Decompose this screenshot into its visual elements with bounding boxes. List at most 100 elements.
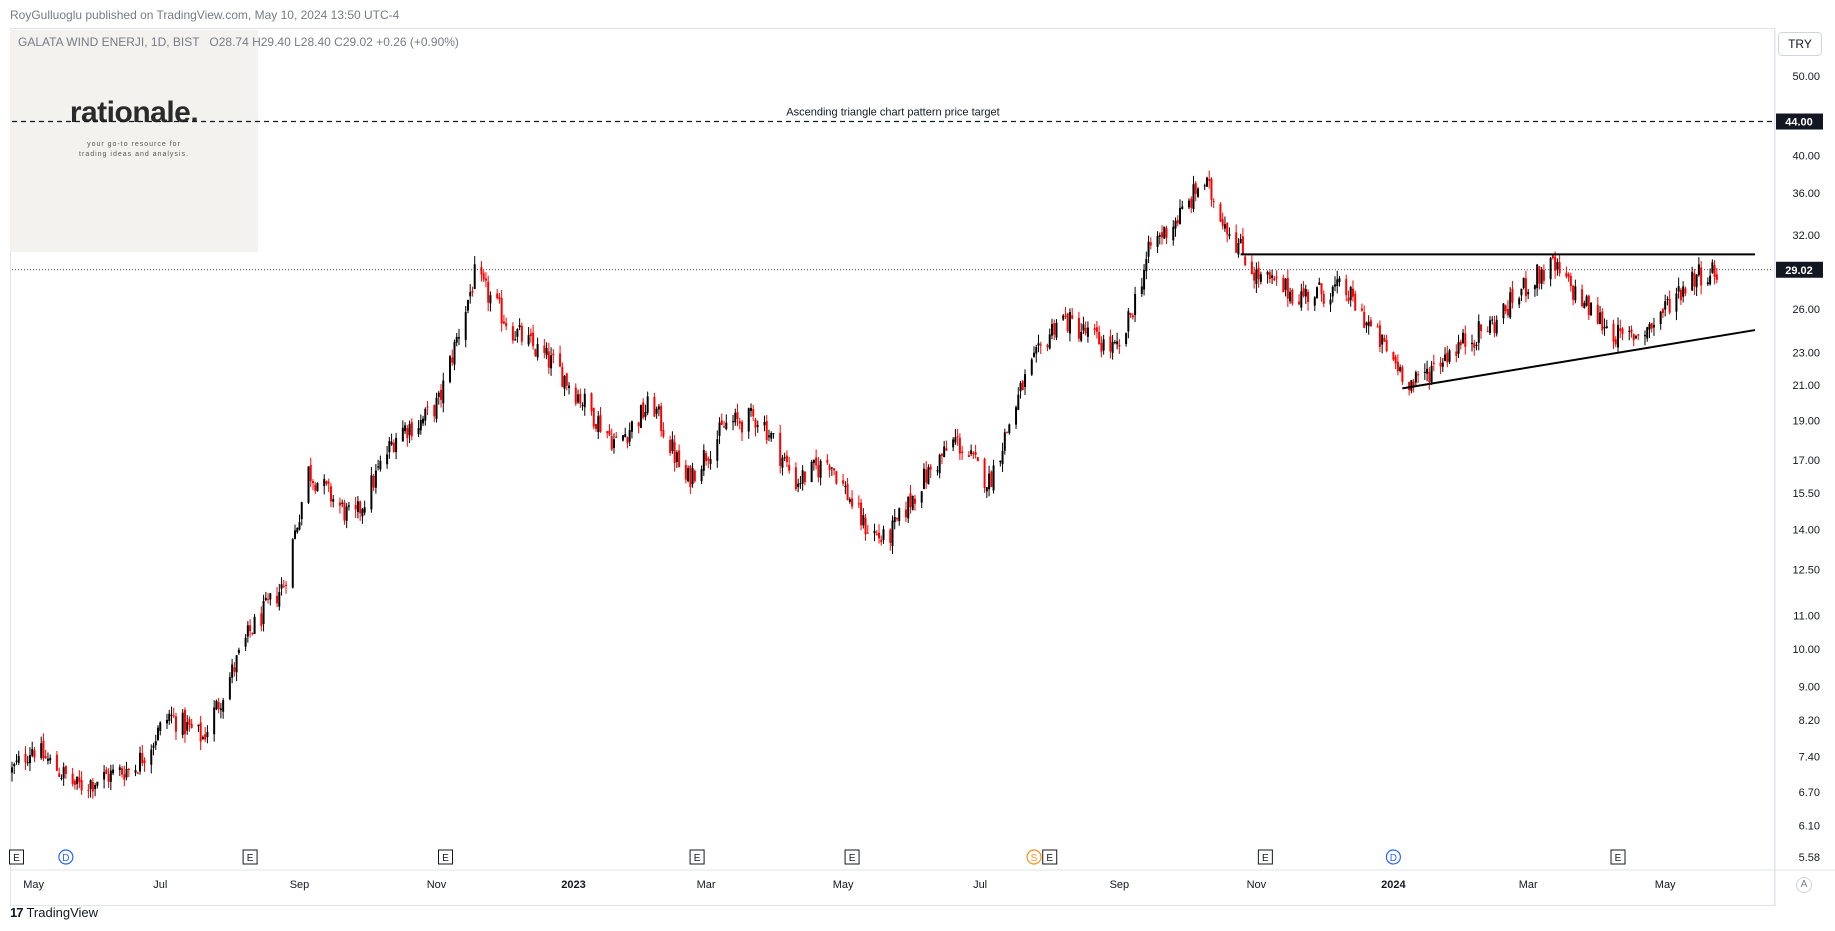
candle-body: [489, 295, 492, 304]
candle-body: [1109, 336, 1112, 352]
candle-body: [341, 502, 344, 504]
candle-body: [608, 430, 611, 435]
candle-body: [31, 748, 34, 756]
candle-body: [410, 422, 413, 437]
candle-body: [882, 529, 885, 540]
candle-body: [579, 393, 582, 404]
candle-body: [911, 495, 914, 510]
candle-body: [417, 428, 420, 435]
candle-body: [1646, 327, 1649, 339]
candle-body: [550, 355, 553, 369]
y-tick-label: 10.00: [1792, 644, 1820, 656]
candle-body: [516, 329, 519, 337]
candle-body: [309, 465, 312, 481]
candle-body: [1394, 356, 1397, 364]
candle-body: [73, 780, 76, 785]
candle-body: [1679, 289, 1682, 301]
candle-body: [237, 649, 240, 654]
candle-body: [1050, 324, 1053, 336]
candle-body: [1634, 336, 1637, 339]
candle-body: [1408, 381, 1411, 391]
candle-body: [298, 522, 301, 530]
candle-body: [1363, 311, 1366, 328]
y-tick-label: 15.50: [1792, 488, 1820, 500]
candle-body: [323, 478, 326, 486]
candle-body: [1165, 228, 1168, 238]
candle-body: [1617, 324, 1620, 348]
candle-body: [992, 465, 995, 491]
candle-body: [136, 772, 139, 774]
candle-body: [374, 470, 377, 488]
candle-body: [1601, 311, 1604, 331]
candle-body: [1596, 304, 1599, 324]
candle-body: [404, 425, 407, 432]
candle-body: [139, 752, 142, 772]
candle-body: [826, 459, 829, 463]
candle-body: [55, 754, 58, 771]
candle-body: [1349, 287, 1352, 301]
candle-body: [1221, 219, 1224, 226]
candle-body: [1464, 333, 1467, 347]
candle-body: [80, 780, 83, 791]
candle-body: [1381, 334, 1384, 345]
target-price-badge-label: 44.00: [1785, 117, 1813, 129]
auto-scale-button[interactable]: A: [1796, 877, 1812, 893]
candle-body: [1333, 284, 1336, 287]
candle-body: [1471, 342, 1474, 345]
candle-body: [1462, 332, 1465, 344]
candle-body: [49, 757, 52, 761]
candle-body: [1255, 269, 1258, 285]
candle-body: [801, 470, 804, 484]
candle-body: [370, 475, 373, 510]
candle-body: [143, 760, 146, 763]
candle-body: [1583, 302, 1586, 308]
candle-body: [880, 539, 883, 543]
candle-body: [1567, 273, 1570, 277]
candle-body: [1652, 324, 1655, 328]
candle-body: [691, 468, 694, 485]
candle-body: [1291, 289, 1294, 304]
candle-body: [590, 393, 593, 412]
candle-body: [1713, 265, 1716, 277]
candle-body: [469, 292, 472, 297]
candle-body: [280, 584, 283, 589]
candle-body: [154, 741, 157, 746]
candle-body: [922, 468, 925, 490]
candle-body: [1628, 330, 1631, 332]
candle-body: [170, 714, 173, 716]
candle-body: [406, 427, 409, 438]
candle-body: [1179, 207, 1182, 225]
candle-body: [1015, 407, 1018, 425]
candle-body: [1693, 273, 1696, 287]
candle-body: [1675, 293, 1678, 312]
candle-body: [260, 613, 263, 627]
candle-body: [1322, 293, 1325, 304]
candle-body: [343, 502, 346, 521]
candle-body: [958, 437, 961, 454]
candle-body: [219, 708, 222, 711]
candle-body: [244, 637, 247, 647]
candle-body: [1369, 320, 1372, 327]
candle-body: [1304, 289, 1307, 297]
currency-button[interactable]: TRY: [1778, 32, 1822, 56]
candle-body: [1682, 286, 1685, 297]
candle-body: [502, 321, 505, 324]
candle-body: [1376, 326, 1379, 328]
event-marker-label: E: [1046, 853, 1053, 864]
candle-body: [112, 769, 115, 774]
candle-body: [1574, 286, 1577, 301]
candle-body: [199, 722, 202, 742]
candle-body: [1506, 308, 1509, 316]
candle-body: [1192, 184, 1195, 210]
candle-body: [1338, 278, 1341, 283]
candle-body: [58, 773, 61, 777]
candle-body: [496, 293, 499, 299]
candle-body: [377, 466, 380, 468]
candle-body: [276, 595, 279, 604]
candle-body: [1316, 287, 1319, 299]
candle-body: [732, 421, 735, 423]
candle-body: [1432, 362, 1435, 364]
tradingview-logo[interactable]: 17 TradingView: [10, 905, 98, 920]
candle-body: [1558, 262, 1561, 274]
